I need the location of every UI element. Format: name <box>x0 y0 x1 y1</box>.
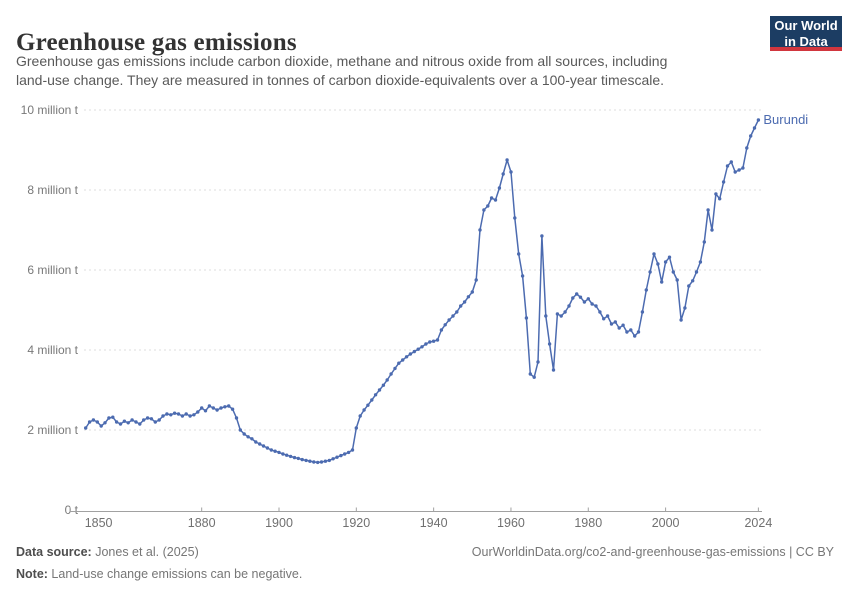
owid-logo: Our World in Data <box>770 16 842 51</box>
svg-text:1850: 1850 <box>85 516 113 530</box>
note-label: Note: <box>16 567 48 581</box>
y-axis-labels: 0 t 2 million t 4 million t 6 million t 8 mi… <box>21 103 79 517</box>
data-source-label: Data source: <box>16 545 92 559</box>
series-line <box>84 119 760 464</box>
svg-text:4 million t: 4 million t <box>27 343 78 357</box>
svg-text:2000: 2000 <box>652 516 680 530</box>
svg-text:2 million t: 2 million t <box>27 423 78 437</box>
svg-text:1980: 1980 <box>574 516 602 530</box>
chart-svg[interactable]: 0 t 2 million t 4 million t 6 million t 8 mi… <box>0 96 850 536</box>
svg-text:1960: 1960 <box>497 516 525 530</box>
note-value: Land-use change emissions can be negativ… <box>47 567 303 581</box>
data-source-value: Jones et al. (2025) <box>91 545 199 559</box>
data-source: Data source: Jones et al. (2025) <box>16 545 199 559</box>
svg-text:8 million t: 8 million t <box>27 183 78 197</box>
chart-subtitle: Greenhouse gas emissions include carbon … <box>16 52 667 90</box>
x-axis: 1850 1880 1900 1920 1940 1960 1980 2000 2024 <box>69 507 772 530</box>
svg-text:1880: 1880 <box>188 516 216 530</box>
page-title: Greenhouse gas emissions <box>16 28 297 56</box>
y-gridlines <box>84 109 762 431</box>
source-url-link[interactable]: OurWorldinData.org/co2-and-greenhouse-ga… <box>471 545 834 559</box>
svg-text:10 million t: 10 million t <box>21 103 79 117</box>
entity-label-burundi: Burundi <box>763 112 808 127</box>
svg-text:6 million t: 6 million t <box>27 263 78 277</box>
subtitle-line-1: Greenhouse gas emissions include carbon … <box>16 53 668 69</box>
owid-logo-line1: Our World <box>774 18 838 33</box>
svg-text:1940: 1940 <box>420 516 448 530</box>
owid-logo-text: Our World in Data <box>770 16 842 49</box>
data-points <box>84 118 761 465</box>
subtitle-line-2: land-use change. They are measured in to… <box>16 72 665 88</box>
chart-footer: Data source: Jones et al. (2025) OurWorl… <box>16 545 834 581</box>
svg-text:1920: 1920 <box>342 516 370 530</box>
svg-text:0 t: 0 t <box>65 503 79 517</box>
owid-logo-line2: in Data <box>784 34 828 49</box>
chart-note: Note: Land-use change emissions can be n… <box>16 567 834 581</box>
owid-logo-redbar <box>770 47 842 51</box>
svg-text:2024: 2024 <box>744 516 772 530</box>
svg-text:1900: 1900 <box>265 516 293 530</box>
